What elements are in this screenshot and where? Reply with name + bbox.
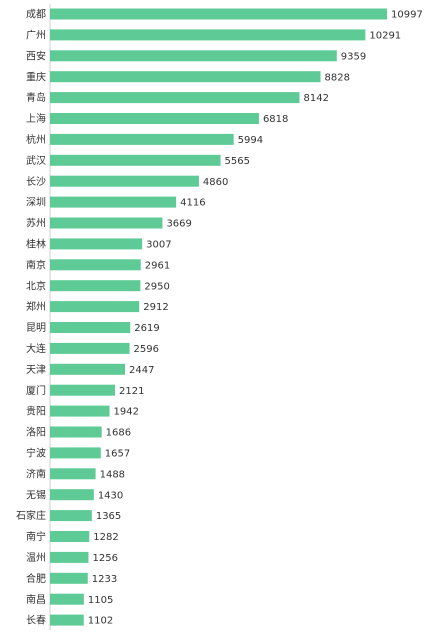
value-label-7: 5994 [238, 135, 263, 146]
value-label-28: 1233 [92, 574, 117, 585]
bar-18 [50, 363, 125, 375]
bar-19 [50, 384, 115, 396]
value-label-10: 4116 [180, 198, 205, 209]
category-label-23: 济南 [26, 467, 46, 480]
bar-7 [50, 133, 234, 145]
category-label-14: 北京 [26, 279, 46, 292]
category-label-10: 深圳 [26, 197, 46, 209]
value-label-17: 2596 [134, 344, 159, 355]
bar-26 [50, 531, 90, 542]
value-label-15: 2912 [143, 302, 168, 313]
bar-21 [50, 426, 102, 438]
category-label-16: 昆明 [26, 322, 46, 334]
category-label-13: 南京 [26, 258, 46, 271]
bar-29 [50, 593, 84, 605]
value-label-8: 5565 [225, 156, 250, 167]
value-label-14: 2950 [144, 281, 169, 292]
value-label-23: 1488 [100, 469, 125, 480]
bar-5 [50, 92, 300, 104]
bar-4 [50, 71, 321, 83]
category-label-3: 西安 [26, 49, 46, 62]
category-label-19: 厦门 [26, 384, 46, 397]
category-label-20: 贵阳 [26, 405, 46, 418]
category-label-5: 青岛 [26, 91, 46, 104]
value-label-5: 8142 [304, 93, 329, 104]
bars-group [50, 8, 387, 626]
bar-9 [50, 175, 199, 187]
category-label-17: 大连 [26, 342, 46, 355]
category-label-28: 合肥 [26, 572, 46, 585]
value-label-13: 2961 [145, 260, 170, 271]
bar-8 [50, 154, 221, 166]
value-label-24: 1430 [98, 490, 123, 501]
category-labels-group: 成都广州西安重庆青岛上海杭州武汉长沙深圳苏州桂林南京北京郑州昆明大连天津厦门贵阳… [16, 9, 46, 627]
category-label-1: 成都 [26, 9, 46, 21]
bar-10 [50, 196, 177, 208]
category-label-8: 武汉 [26, 154, 46, 167]
value-label-16: 2619 [134, 323, 159, 334]
category-label-15: 郑州 [26, 300, 46, 313]
category-label-9: 长沙 [26, 176, 46, 188]
bar-25 [50, 510, 92, 522]
category-label-4: 重庆 [26, 70, 46, 83]
bar-23 [50, 468, 96, 480]
value-label-27: 1256 [92, 553, 117, 564]
bar-1 [50, 8, 387, 20]
bar-15 [50, 301, 140, 313]
bar-24 [50, 489, 94, 501]
category-label-24: 无锡 [26, 488, 46, 501]
category-label-22: 宁波 [26, 447, 46, 460]
value-label-4: 8828 [325, 72, 350, 83]
bar-2 [50, 29, 366, 41]
bar-14 [50, 280, 141, 292]
value-label-30: 1102 [88, 616, 113, 627]
category-label-21: 洛阳 [26, 426, 46, 439]
category-label-6: 上海 [26, 112, 46, 125]
value-label-25: 1365 [96, 511, 121, 522]
category-label-7: 杭州 [26, 133, 46, 146]
bar-12 [50, 238, 143, 250]
bar-27 [50, 551, 89, 563]
category-label-29: 南昌 [26, 593, 46, 606]
bar-16 [50, 322, 131, 333]
category-label-27: 温州 [26, 552, 46, 564]
value-label-2: 10291 [369, 31, 401, 42]
bar-28 [50, 572, 88, 584]
value-label-9: 4860 [203, 177, 228, 188]
bar-11 [50, 217, 163, 229]
category-label-30: 长春 [26, 615, 46, 627]
value-label-21: 1686 [106, 428, 131, 439]
value-label-18: 2447 [129, 365, 154, 376]
category-label-11: 苏州 [26, 217, 46, 230]
value-label-22: 1657 [105, 449, 130, 460]
category-label-12: 桂林 [26, 238, 46, 251]
value-label-26: 1282 [93, 532, 118, 543]
value-label-3: 9359 [341, 51, 366, 62]
value-label-1: 10997 [391, 10, 423, 21]
category-label-18: 天津 [26, 364, 46, 376]
bar-6 [50, 113, 259, 124]
value-label-19: 2121 [119, 386, 144, 397]
value-label-6: 6818 [263, 114, 288, 125]
bar-13 [50, 259, 141, 271]
value-label-12: 3007 [146, 240, 171, 251]
bar-22 [50, 447, 101, 459]
value-label-11: 3669 [166, 219, 191, 230]
value-label-29: 1105 [88, 595, 113, 606]
category-label-26: 南宁 [26, 530, 46, 543]
category-label-2: 广州 [26, 30, 46, 42]
bar-17 [50, 342, 130, 354]
category-label-25: 石家庄 [16, 509, 46, 522]
bar-20 [50, 405, 110, 417]
bar-3 [50, 50, 337, 62]
bar-30 [50, 614, 84, 626]
value-label-20: 1942 [114, 407, 139, 418]
